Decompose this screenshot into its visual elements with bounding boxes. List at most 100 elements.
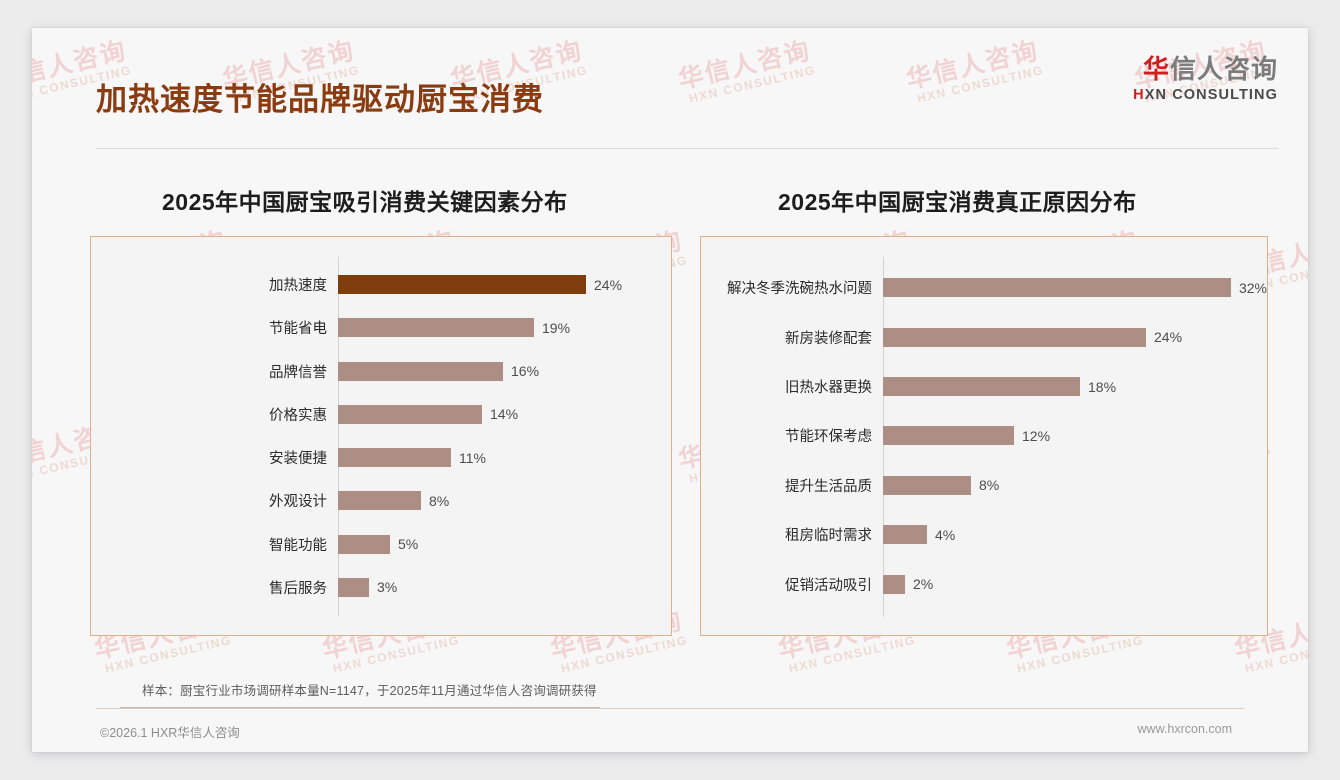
source-note: 样本：厨宝行业市场调研样本量N=1147，于2025年11月通过华信人咨询调研获… [120,680,1220,708]
header-divider [96,148,1278,149]
bar-value-label: 4% [935,526,956,543]
bar[interactable] [338,448,451,468]
bar-wrapper: 4% [883,525,1267,545]
logo-chinese: 华信人咨询 [1133,56,1278,82]
bar-wrapper: 2% [883,574,1267,594]
plot-area-right: 解决冬季洗碗热水问题 32% 新房装修配套 24% 旧热水器更换 18% 节能环保考虑 12%… [701,237,1267,635]
watermark-english: HXN CONSULTING [103,633,234,676]
footer-divider [96,708,1244,709]
watermark-english: HXN CONSULTING [1243,633,1308,676]
bar-wrapper: 5% [338,534,671,554]
bar-rows-right: 解决冬季洗碗热水问题 32% 新房装修配套 24% 旧热水器更换 18% 节能环保考虑 12%… [701,263,1267,609]
company-logo: 华信人咨询 HXN CONSULTING [1133,56,1278,103]
bar-value-label: 32% [1238,279,1267,296]
bar-row: 新房装修配套 24% [701,312,1267,361]
watermark-english: HXN CONSULTING [331,633,462,676]
bar-row: 节能省电 19% [91,306,671,349]
bar-value-label: 24% [594,276,623,293]
footer-copyright: ©2026.1 HXR华信人咨询 [100,726,240,740]
bar-category-label: 品牌信誉 [269,364,327,381]
bar[interactable] [883,426,1014,446]
bar-category-label: 旧热水器更换 [785,380,872,397]
watermark-english: HXN CONSULTING [1015,633,1146,676]
bar-row: 安装便捷 11% [91,436,671,479]
bar-row: 租房临时需求 4% [701,510,1267,559]
bar-category-label: 节能省电 [269,321,327,338]
watermark-english: HXN CONSULTING [559,633,690,676]
bar-wrapper: 12% [883,426,1267,446]
bar-value-label: 18% [1088,378,1117,395]
bar-wrapper: 8% [338,491,671,511]
bar-wrapper: 32% [883,278,1267,298]
chart-block-left: 2025年中国厨宝吸引消费关键因素分布 加热速度 24% 节能省电 19% 品牌信誉 16… [32,178,672,636]
bar-value-label: 12% [1022,427,1051,444]
slide-footer: ©2026.1 HXR华信人咨询 www.hxrcon.com [32,708,1308,752]
bar-row: 价格实惠 14% [91,393,671,436]
slide-canvas: 华信人咨询 HXN CONSULTING 华信人咨询 HXN CONSULTING 华信… [32,28,1308,752]
plot-area-left: 加热速度 24% 节能省电 19% 品牌信誉 16% 价格实惠 14% 安装便捷 11% 外观设计 8… [91,237,671,635]
bar-row: 提升生活品质 8% [701,461,1267,510]
page-title: 加热速度节能品牌驱动厨宝消费 [96,82,544,117]
bar[interactable] [883,278,1231,298]
bar-category-label: 外观设计 [269,494,327,511]
bar-value-label: 19% [542,319,571,336]
bar[interactable] [338,318,534,338]
bar-wrapper: 16% [338,361,671,381]
logo-english-rest: XN CONSULTING [1144,87,1278,103]
bar-row: 节能环保考虑 12% [701,411,1267,460]
bar-category-label: 售后服务 [269,580,327,597]
bar-value-label: 8% [979,477,1000,494]
bar[interactable] [338,577,369,597]
bar[interactable] [883,475,971,495]
bar-category-label: 新房装修配套 [785,330,872,347]
bar[interactable] [883,377,1080,397]
bar-row: 外观设计 8% [91,479,671,522]
bar-value-label: 24% [1154,329,1183,346]
bar[interactable] [883,327,1146,347]
bar-wrapper: 24% [883,327,1267,347]
bar-row: 品牌信誉 16% [91,350,671,393]
chart-axis-left [338,257,339,617]
watermark-english: HXN CONSULTING [787,633,918,676]
slide-header: 加热速度节能品牌驱动厨宝消费 华信人咨询 HXN CONSULTING [32,28,1308,122]
bar-value-label: 14% [490,406,519,423]
chart-block-right: 2025年中国厨宝消费真正原因分布 解决冬季洗碗热水问题 32% 新房装修配套 24%… [672,178,1308,636]
bar-row: 加热速度 24% [91,263,671,306]
bar-wrapper: 18% [883,377,1267,397]
bar-wrapper: 19% [338,318,671,338]
chart-title-left: 2025年中国厨宝吸引消费关键因素分布 [162,189,568,215]
bar-wrapper: 11% [338,448,671,468]
bar[interactable] [883,525,927,545]
bar-value-label: 8% [429,492,450,509]
bar[interactable] [338,491,421,511]
bar-row: 促销活动吸引 2% [701,560,1267,609]
bar-highlighted[interactable] [338,275,586,295]
bar-wrapper: 8% [883,475,1267,495]
bar-row: 售后服务 3% [91,566,671,609]
bar-row: 智能功能 5% [91,523,671,566]
bar-value-label: 3% [377,579,398,596]
bar[interactable] [338,404,482,424]
chart-panel-left: 加热速度 24% 节能省电 19% 品牌信誉 16% 价格实惠 14% 安装便捷 11% 外观设计 8… [90,236,672,636]
bar-value-label: 16% [511,363,540,380]
bar-category-label: 智能功能 [269,537,327,554]
bar-category-label: 节能环保考虑 [785,429,872,446]
bar[interactable] [883,574,905,594]
bar-category-label: 加热速度 [269,278,327,295]
chart-panel-right: 解决冬季洗碗热水问题 32% 新房装修配套 24% 旧热水器更换 18% 节能环保考虑 12%… [700,236,1268,636]
logo-chinese-accent: 华 [1142,54,1170,84]
bar-category-label: 解决冬季洗碗热水问题 [727,281,872,298]
chart-title-right: 2025年中国厨宝消费真正原因分布 [778,189,1137,215]
bar-value-label: 5% [398,536,419,553]
source-note-text: 样本：厨宝行业市场调研样本量N=1147，于2025年11月通过华信人咨询调研获… [142,684,597,698]
bar-row: 旧热水器更换 18% [701,362,1267,411]
logo-chinese-rest: 信人咨询 [1169,54,1278,84]
bar-wrapper: 24% [338,275,671,295]
bar-value-label: 11% [459,449,486,466]
bar[interactable] [338,534,390,554]
footer-website[interactable]: www.hxrcon.com [1137,722,1232,736]
bar-category-label: 租房临时需求 [785,528,872,545]
bar-category-label: 促销活动吸引 [785,577,872,594]
bar-category-label: 安装便捷 [269,451,327,468]
bar[interactable] [338,361,503,381]
